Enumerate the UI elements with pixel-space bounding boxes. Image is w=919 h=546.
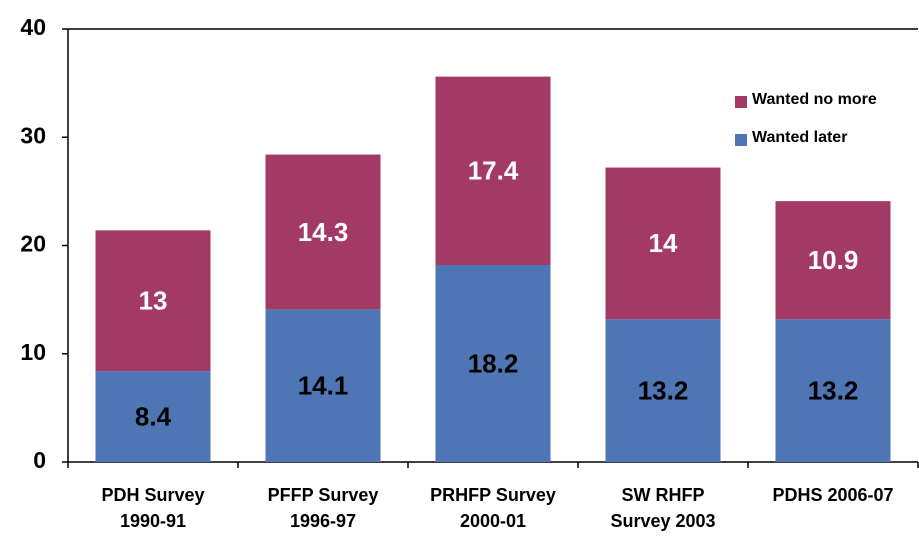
value-label: 18.2 bbox=[468, 348, 519, 378]
legend-swatch bbox=[735, 134, 747, 146]
bar-segment bbox=[605, 319, 721, 462]
value-label: 13.2 bbox=[808, 375, 859, 405]
y-tick-label: 0 bbox=[33, 447, 46, 473]
bar-segment bbox=[265, 309, 381, 462]
y-tick-label: 20 bbox=[20, 231, 46, 257]
x-tick-label: 1996-97 bbox=[290, 511, 356, 531]
value-label: 10.9 bbox=[808, 245, 859, 275]
y-tick-label: 10 bbox=[20, 339, 46, 365]
x-tick-label: 1990-91 bbox=[120, 511, 186, 531]
bar-segment bbox=[265, 154, 381, 310]
bar-segment bbox=[435, 76, 551, 265]
x-tick-label: PRHFP Survey bbox=[430, 485, 556, 505]
value-label: 13 bbox=[139, 286, 168, 316]
x-tick-label: SW RHFP bbox=[622, 485, 705, 505]
value-label: 14 bbox=[649, 228, 678, 258]
bar-segment bbox=[775, 319, 891, 462]
bar-segment bbox=[95, 230, 211, 372]
y-tick-label: 40 bbox=[20, 14, 46, 40]
x-tick-label: PFFP Survey bbox=[268, 485, 379, 505]
bar-segment bbox=[775, 201, 891, 320]
legend-swatch bbox=[735, 96, 747, 108]
x-tick-label: PDHS 2006-07 bbox=[772, 485, 893, 505]
x-tick-label: 2000-01 bbox=[460, 511, 526, 531]
x-tick-label: PDH Survey bbox=[101, 485, 204, 505]
value-label: 13.2 bbox=[638, 375, 689, 405]
value-label: 14.1 bbox=[298, 371, 349, 401]
y-tick-label: 30 bbox=[20, 122, 46, 148]
value-label: 8.4 bbox=[135, 401, 172, 431]
bar-segment bbox=[605, 167, 721, 320]
legend-label: Wanted no more bbox=[752, 91, 877, 108]
bar-segment bbox=[435, 264, 551, 462]
bar-segment bbox=[95, 371, 211, 462]
x-tick-label: Survey 2003 bbox=[610, 511, 715, 531]
value-label: 17.4 bbox=[468, 156, 519, 186]
legend-label: Wanted later bbox=[752, 129, 847, 146]
value-label: 14.3 bbox=[298, 217, 349, 247]
